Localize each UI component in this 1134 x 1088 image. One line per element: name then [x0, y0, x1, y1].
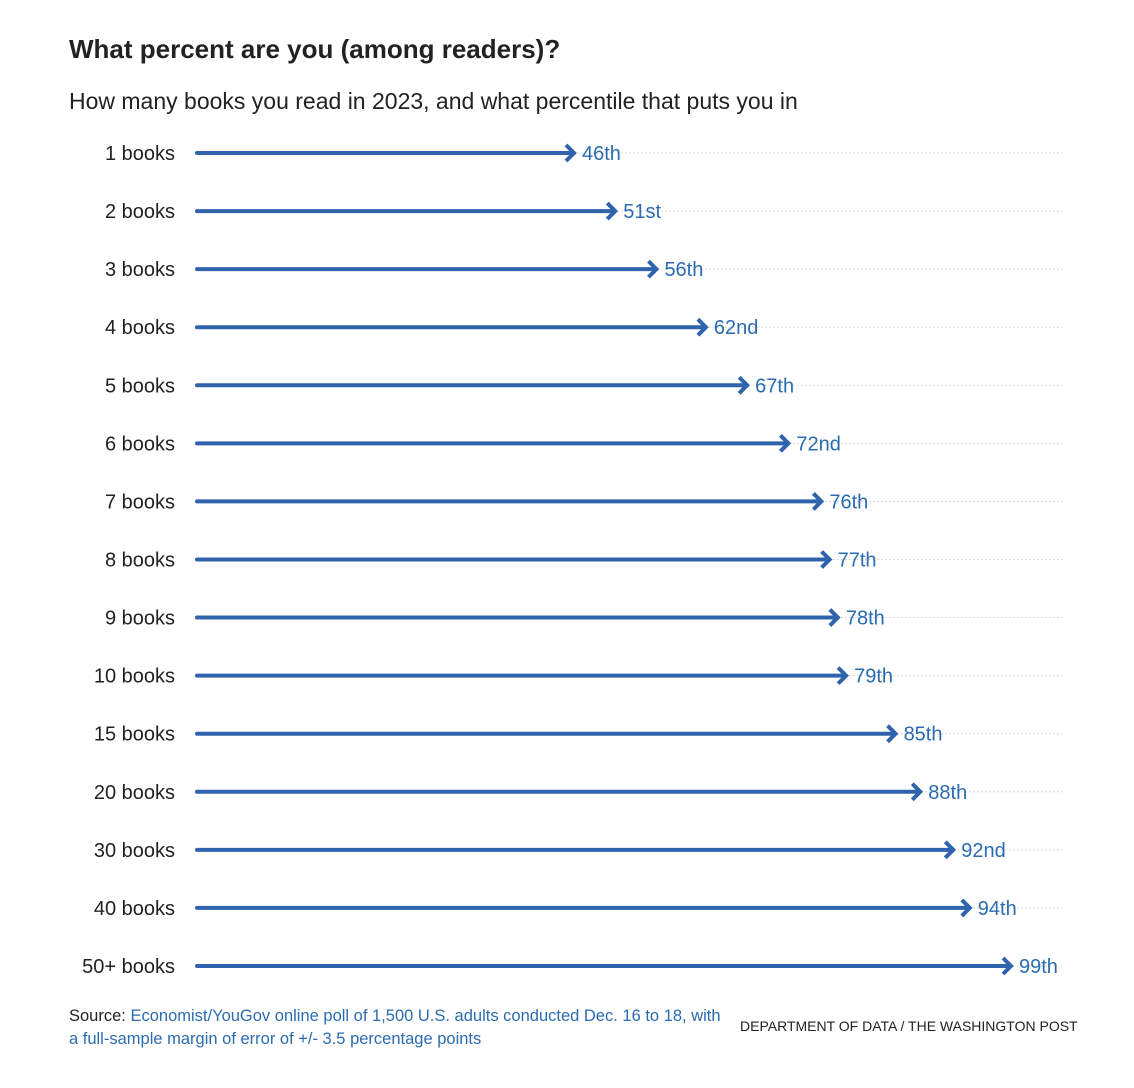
category-labels: 1 books 2 books 3 books 4 books 5 books 6 boo… — [82, 143, 175, 978]
category-label: 40 books — [94, 898, 175, 920]
arrowhead — [820, 550, 833, 569]
arrows — [195, 143, 1014, 976]
value-label: 99th — [1019, 956, 1058, 978]
value-label: 88th — [928, 782, 967, 804]
value-label: 92nd — [961, 840, 1006, 862]
category-label: 20 books — [94, 782, 175, 804]
arrow-chart: 1 books 2 books 3 books 4 books 5 books 6 boo… — [82, 143, 1062, 978]
category-label: 3 books — [105, 259, 175, 281]
credit-line: DEPARTMENT OF DATA / THE WASHINGTON POST — [740, 1018, 1078, 1034]
category-label: 8 books — [105, 549, 175, 571]
arrowhead — [778, 433, 792, 453]
arrowhead — [1001, 956, 1014, 976]
value-labels: 46th 51st 56th 62nd 67th 72nd 76th 77th 78th 79th… — [582, 143, 1058, 978]
category-label: 1 books — [105, 143, 175, 165]
arrowhead — [886, 724, 899, 744]
arrowhead — [943, 840, 957, 860]
value-label: 72nd — [796, 433, 841, 455]
value-label: 78th — [846, 608, 885, 630]
value-label: 77th — [838, 549, 877, 571]
category-label: 10 books — [94, 666, 175, 688]
category-label: 15 books — [94, 724, 175, 746]
value-label: 62nd — [714, 317, 759, 339]
category-label: 9 books — [105, 608, 175, 630]
value-label: 67th — [755, 375, 794, 397]
category-label: 6 books — [105, 433, 175, 455]
value-label: 76th — [829, 491, 868, 513]
category-label: 30 books — [94, 840, 175, 862]
arrowhead — [605, 201, 619, 221]
arrowhead — [737, 375, 750, 395]
arrowhead — [960, 898, 973, 918]
value-label: 51st — [623, 201, 661, 223]
value-label: 85th — [904, 724, 943, 746]
category-label: 2 books — [105, 201, 175, 223]
arrowhead — [836, 666, 849, 686]
chart-subtitle: How many books you read in 2023, and wha… — [69, 88, 798, 114]
value-label: 46th — [582, 143, 621, 165]
arrowhead — [564, 143, 577, 163]
arrowhead — [647, 259, 660, 279]
arrowhead — [828, 608, 841, 627]
category-label: 7 books — [105, 491, 175, 513]
source-note: Source: Economist/YouGov online poll of … — [69, 1005, 729, 1051]
value-label: 56th — [664, 259, 703, 281]
chart-title: What percent are you (among readers)? — [69, 34, 561, 64]
category-label: 50+ books — [82, 956, 175, 978]
arrowhead — [696, 317, 709, 337]
value-label: 94th — [978, 898, 1017, 920]
source-label: Source: — [69, 1007, 126, 1025]
arrowhead — [910, 782, 924, 802]
value-label: 79th — [854, 666, 893, 688]
source-link[interactable]: Economist/YouGov online poll of 1,500 U.… — [69, 1007, 721, 1048]
category-label: 5 books — [105, 375, 175, 397]
arrowhead — [811, 492, 825, 511]
category-label: 4 books — [105, 317, 175, 339]
